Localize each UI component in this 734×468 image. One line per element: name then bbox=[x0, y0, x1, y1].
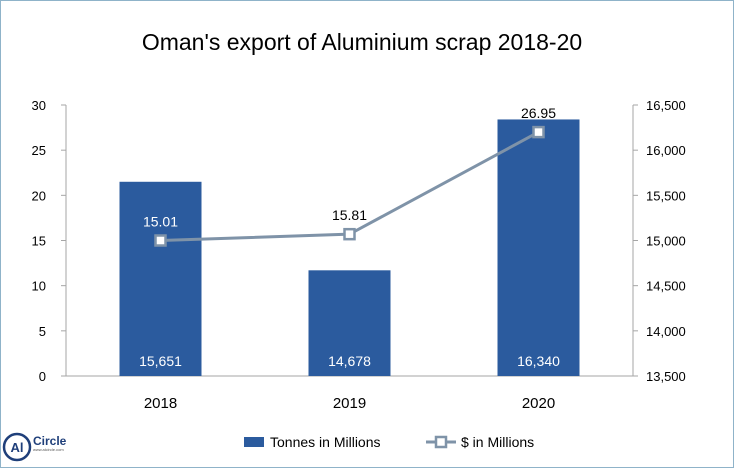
category-label: 2019 bbox=[333, 395, 366, 412]
bar-2019 bbox=[308, 270, 391, 376]
bar-2020 bbox=[497, 119, 580, 376]
line-series: 15.01 15.81 26.95 bbox=[143, 105, 556, 247]
dollar-data-label: 26.95 bbox=[521, 105, 556, 121]
right-tick-label: 14,000 bbox=[646, 324, 686, 339]
left-tick-label: 5 bbox=[39, 324, 46, 339]
left-tick-label: 25 bbox=[32, 143, 46, 158]
dollar-data-label: 15.01 bbox=[143, 214, 178, 230]
left-tick-label: 15 bbox=[32, 234, 46, 249]
left-tick-label: 10 bbox=[32, 279, 46, 294]
dollar-point bbox=[154, 234, 167, 247]
bar-data-label: 16,340 bbox=[517, 353, 560, 369]
left-axis-ticks: 0 5 10 15 20 25 30 bbox=[32, 98, 66, 384]
logo-url: www.alcircle.com bbox=[33, 447, 64, 452]
dollar-data-label: 15.81 bbox=[332, 207, 367, 223]
category-labels: 2018 2019 2020 bbox=[144, 395, 555, 412]
logo-ring bbox=[2, 432, 32, 462]
left-tick-label: 20 bbox=[32, 188, 46, 203]
bar-series: 15,651 14,678 16,340 bbox=[119, 119, 580, 376]
right-tick-label: 16,500 bbox=[646, 98, 686, 113]
legend-marker-dollars bbox=[434, 435, 448, 449]
dollar-point bbox=[532, 125, 545, 139]
legend-label-tonnes: Tonnes in Millions bbox=[270, 434, 381, 450]
right-tick-label: 15,500 bbox=[646, 188, 686, 203]
category-label: 2018 bbox=[144, 395, 177, 412]
dollar-line bbox=[160, 130, 540, 242]
legend: Tonnes in Millions $ in Millions bbox=[244, 434, 534, 450]
dollar-point bbox=[343, 227, 356, 241]
left-tick-label: 30 bbox=[32, 98, 46, 113]
right-tick-label: 15,000 bbox=[646, 234, 686, 249]
right-tick-label: 13,500 bbox=[646, 369, 686, 384]
right-axis-ticks: 13,500 14,000 14,500 15,000 15,500 16,000 16,5… bbox=[633, 98, 686, 384]
legend-swatch-tonnes bbox=[244, 437, 264, 447]
bar-data-label: 15,651 bbox=[139, 353, 182, 369]
bar-2018 bbox=[119, 181, 202, 376]
chart-title: Oman's export of Aluminium scrap 2018-20 bbox=[142, 29, 582, 55]
right-tick-label: 16,000 bbox=[646, 143, 686, 158]
right-tick-label: 14,500 bbox=[646, 279, 686, 294]
category-label: 2020 bbox=[522, 395, 555, 412]
left-tick-label: 0 bbox=[39, 369, 46, 384]
alcircle-logo: Al Circle www.alcircle.com bbox=[2, 432, 67, 462]
legend-label-dollars: $ in Millions bbox=[461, 434, 534, 450]
logo-text-circle: Circle bbox=[33, 434, 67, 448]
logo-text-al: Al bbox=[11, 440, 24, 455]
bar-data-label: 14,678 bbox=[328, 353, 371, 369]
